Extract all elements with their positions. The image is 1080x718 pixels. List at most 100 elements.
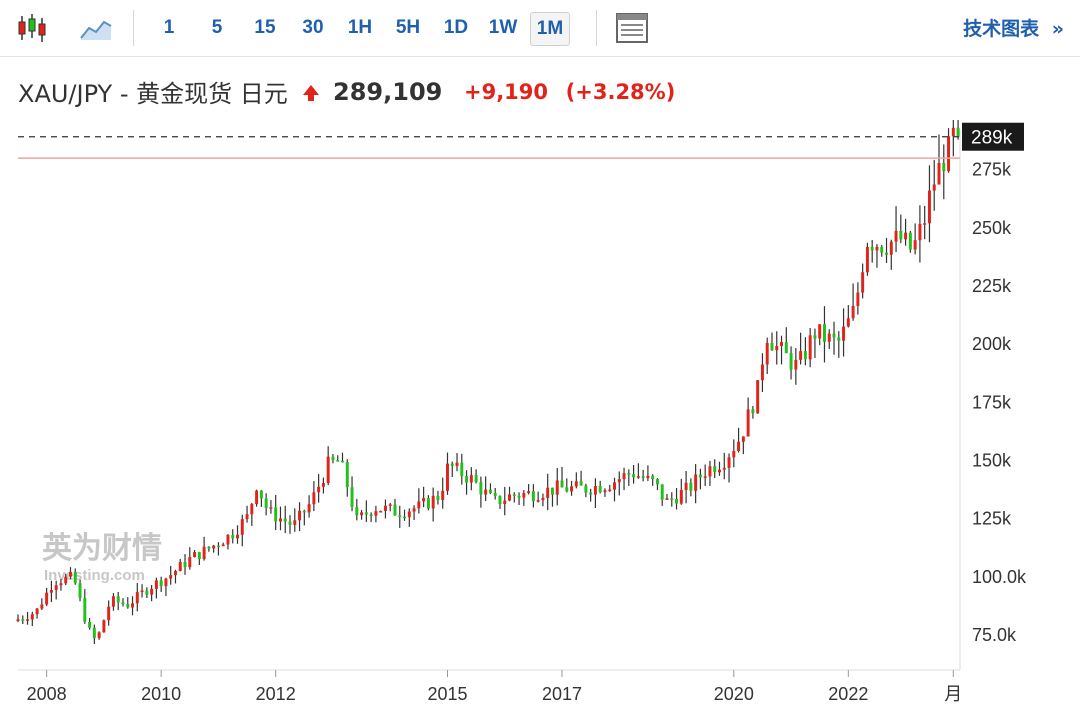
candle-body <box>97 632 101 639</box>
candle-body <box>550 487 554 495</box>
candle-body <box>83 597 87 622</box>
candle <box>751 406 755 419</box>
candle-body <box>69 571 72 577</box>
interval-button-30[interactable]: 30 <box>302 17 324 38</box>
candle-body <box>894 231 898 242</box>
candle <box>226 533 230 550</box>
candle <box>78 579 82 602</box>
price-chart[interactable]: 英为财情 Investing.com 75.0k 100.0k 125k 150k 17… <box>0 120 1080 718</box>
interval-button-1[interactable]: 1 <box>163 17 175 38</box>
candle <box>374 505 378 523</box>
candle-body <box>613 482 616 490</box>
candle-body <box>150 588 154 595</box>
candle <box>126 597 130 609</box>
candle <box>531 484 535 508</box>
candle <box>679 478 683 505</box>
candle-body <box>49 589 53 593</box>
candle <box>698 468 702 490</box>
technical-chart-link[interactable]: 技术图表 » <box>963 14 1064 41</box>
candle-body <box>283 518 287 522</box>
candle <box>212 544 216 553</box>
candle <box>159 576 163 593</box>
candle-body <box>231 535 235 539</box>
interval-button-1d[interactable]: 1D <box>443 17 469 38</box>
candle-body <box>269 507 273 509</box>
candle <box>527 484 531 495</box>
interval-button-1w[interactable]: 1W <box>488 17 518 38</box>
candle <box>216 542 220 556</box>
candle-body <box>369 514 373 517</box>
candle-body <box>598 485 602 493</box>
interval-button-1m[interactable]: 1M <box>530 12 570 46</box>
candle <box>83 589 87 624</box>
candle-body <box>298 510 302 521</box>
candle <box>660 484 664 506</box>
candle <box>465 470 469 495</box>
candle-body <box>426 498 430 509</box>
interval-button-5[interactable]: 5 <box>211 17 223 38</box>
candle-body <box>73 571 77 584</box>
candle-body <box>760 364 764 381</box>
candle <box>760 353 764 393</box>
candle-body <box>670 498 674 500</box>
candlestick-series <box>16 120 960 644</box>
y-tick-label: 225k <box>972 276 1012 296</box>
candle-body <box>212 545 216 549</box>
candle <box>484 476 488 501</box>
candle <box>775 331 779 365</box>
candle <box>732 439 736 468</box>
candle-body <box>455 462 459 467</box>
candle <box>54 580 58 600</box>
candlestick-chart-icon[interactable] <box>14 10 50 46</box>
candle <box>69 567 72 580</box>
candle-body <box>899 231 903 240</box>
interval-button-1h[interactable]: 1H <box>347 17 373 38</box>
candle-body <box>675 498 679 504</box>
candle <box>298 502 302 532</box>
candle <box>822 306 826 363</box>
candle-body <box>145 590 149 595</box>
candle-body <box>698 474 702 478</box>
instrument-title: XAU/JPY - 黄金现货 日元 <box>18 80 288 108</box>
candle-body <box>407 511 411 518</box>
candle <box>183 554 187 575</box>
candle <box>880 244 884 257</box>
candle <box>350 476 354 512</box>
table-view-icon[interactable] <box>614 10 650 46</box>
interval-button-5h[interactable]: 5H <box>395 17 421 38</box>
candle <box>613 477 616 502</box>
candle <box>522 490 526 506</box>
candle <box>26 611 30 625</box>
candle-body <box>741 436 745 442</box>
candle-body <box>250 504 254 515</box>
candle <box>259 490 263 507</box>
candle-body <box>541 497 545 501</box>
candle-body <box>288 521 292 525</box>
candle-body <box>789 353 793 370</box>
candle-body <box>784 342 788 354</box>
candle <box>947 128 951 173</box>
candle <box>899 214 903 244</box>
interval-button-15[interactable]: 15 <box>254 17 276 38</box>
candle <box>154 577 158 599</box>
quote-header: XAU/JPY - 黄金现货 日元 289,109 +9,190 (+3.28%… <box>18 74 676 109</box>
candle-body <box>775 345 779 351</box>
price-change-percent: (+3.28%) <box>565 79 676 104</box>
candle <box>255 489 259 507</box>
candle-body <box>737 441 741 452</box>
candle <box>598 480 602 494</box>
candle-body <box>488 489 492 493</box>
candle <box>383 499 387 519</box>
candle <box>808 327 812 368</box>
line-chart-icon[interactable] <box>78 10 114 46</box>
candle-body <box>794 359 798 370</box>
candle-body <box>40 604 44 609</box>
candle <box>541 493 545 507</box>
candle <box>107 600 111 626</box>
candle <box>670 492 674 507</box>
candle <box>307 495 311 518</box>
chevron-right-icon: » <box>1051 18 1064 40</box>
candle-body <box>202 546 206 559</box>
candle <box>264 493 268 516</box>
candle <box>508 486 511 502</box>
